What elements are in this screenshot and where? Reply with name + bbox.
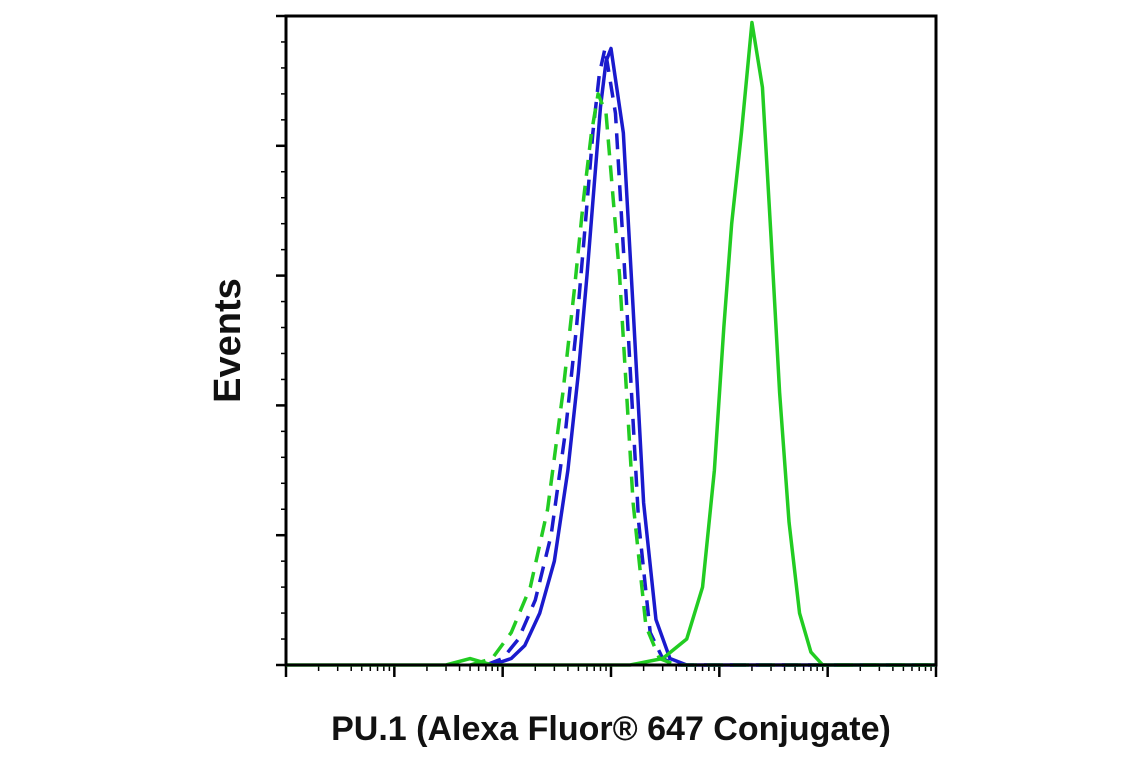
y-axis-label: Events bbox=[207, 278, 249, 403]
series-line-1 bbox=[491, 46, 936, 667]
series-layer bbox=[286, 20, 936, 667]
plot-frame bbox=[284, 14, 938, 667]
x-axis-label: PU.1 (Alexa Fluor® 647 Conjugate) bbox=[331, 710, 891, 748]
series-line-4 bbox=[286, 20, 936, 667]
series-line-2 bbox=[485, 46, 936, 667]
x-axis-ticks bbox=[284, 665, 938, 677]
